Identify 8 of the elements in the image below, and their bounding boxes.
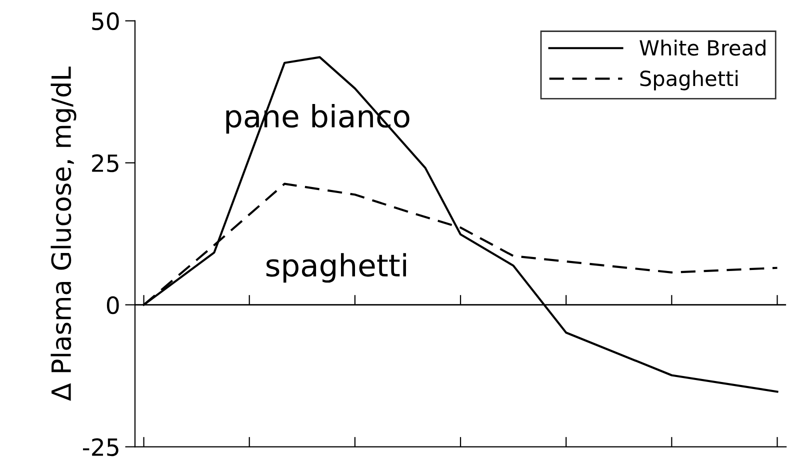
y-tick-label: 0 xyxy=(106,296,119,314)
legend-label: White Bread xyxy=(640,40,766,56)
annotation: spaghetti xyxy=(266,253,406,283)
y-axis-title: Δ Plasma Glucose, mg/dL xyxy=(50,66,76,401)
legend-label: Spaghetti xyxy=(640,70,738,90)
y-tick-label: 25 xyxy=(92,154,118,172)
y-tick-label: -25 xyxy=(82,438,118,456)
y-tick-label: 50 xyxy=(92,12,119,30)
